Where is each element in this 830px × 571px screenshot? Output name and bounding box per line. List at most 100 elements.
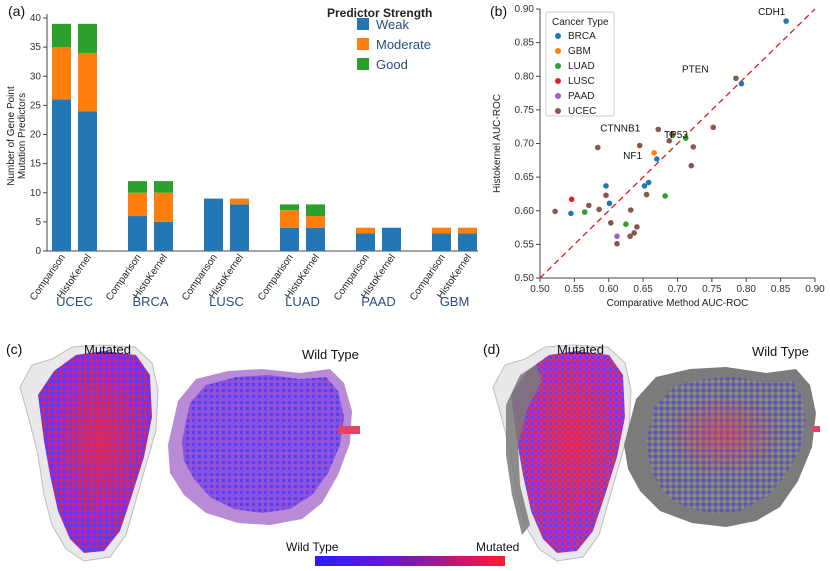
point-ucec <box>627 233 633 240</box>
y-tick-label: 15 <box>30 159 42 170</box>
x-tick-label: 0.85 <box>771 284 791 295</box>
bar-good <box>306 204 325 217</box>
annotation-cdh1: CDH1 <box>758 7 786 18</box>
legend-marker-lusc <box>555 78 561 84</box>
legend-box <box>545 11 615 117</box>
scatter-chart-auc-roc: 0.50 0.55 0.60 0.65 0.70 0.75 0.80 0.85 0.90 0.50… <box>492 4 825 309</box>
bar-weak <box>52 99 71 251</box>
group-label: LUAD <box>285 294 320 309</box>
bar-weak <box>306 227 325 251</box>
bar-good <box>128 181 147 193</box>
point-ucec <box>596 206 602 213</box>
legend-swatch-weak <box>357 18 369 30</box>
y-tick-label: 0.55 <box>515 239 535 250</box>
y-axis-label-line1: Number of Gene Point <box>6 86 17 186</box>
bar-weak <box>280 227 299 251</box>
bar-weak <box>154 221 173 251</box>
point-lusc <box>568 196 575 203</box>
annotation-pten: PTEN <box>682 64 709 75</box>
x-tick-label: 0.70 <box>668 284 688 295</box>
bar-weak <box>128 216 147 251</box>
legend-marker-brca <box>555 33 561 39</box>
point-brca <box>654 156 660 162</box>
point-ucec <box>552 208 558 215</box>
legend-label-moderate: Moderate <box>376 37 431 52</box>
legend-label-ucec: UCEC <box>568 106 596 117</box>
panel-label-a: (a) <box>8 3 26 19</box>
y-tick-label: 5 <box>35 217 41 228</box>
bar-weak <box>382 227 401 251</box>
group-label: GBM <box>440 294 470 309</box>
point-luad <box>682 135 689 141</box>
legend-label-good: Good <box>376 57 408 72</box>
legend-label-paad: PAAD <box>568 91 595 102</box>
x-axis-label: Comparative Method AUC-ROC <box>607 298 749 309</box>
y-axis-label-line2: Mutation Predictors <box>17 93 28 179</box>
slide-d-mutated <box>492 344 632 562</box>
annotation-nf1: NF1 <box>623 151 642 162</box>
bar-chart-predictor-strength: 0 5 10 15 20 25 30 35 40 Number of Gene Point Muta… <box>6 6 478 309</box>
panel-label-c: (c) <box>6 341 23 357</box>
panel-label-d: (d) <box>483 341 501 357</box>
legend-swatch-good <box>357 58 369 70</box>
colorbar-left-label: Wild Type <box>286 540 339 554</box>
point-ucec <box>733 75 739 82</box>
legend-label-luad: LUAD <box>568 61 595 72</box>
bar-moderate <box>458 227 477 234</box>
legend-label-gbm: GBM <box>568 46 591 57</box>
group-label: BRCA <box>132 294 168 309</box>
bar-good <box>78 23 97 53</box>
x-tick-label: 0.75 <box>702 284 722 295</box>
colorbar <box>315 556 505 566</box>
point-brca <box>645 179 652 186</box>
bar-moderate <box>306 216 325 228</box>
panel-label-b: (b) <box>490 3 508 19</box>
bar-weak <box>432 233 451 251</box>
annotation-tp53: TP53 <box>664 130 688 141</box>
point-ucec <box>586 202 592 209</box>
y-tick-label: 0.60 <box>515 206 535 217</box>
x-tick-label: 0.80 <box>737 284 757 295</box>
point-luad <box>581 209 588 215</box>
x-tick-label: 0.90 <box>805 284 825 295</box>
point-paad <box>614 233 620 240</box>
bar-moderate <box>154 192 173 222</box>
point-brca <box>603 183 609 189</box>
point-ucec <box>688 162 695 169</box>
legend-title: Predictor Strength <box>327 6 432 20</box>
legend-title: Cancer Type <box>552 17 609 28</box>
y-tick-label: 40 <box>30 13 42 24</box>
point-brca <box>641 183 648 189</box>
x-tick-label: 0.55 <box>565 284 585 295</box>
bar-weak <box>78 111 97 251</box>
point-ucec <box>690 144 697 150</box>
point-ucec <box>643 191 650 198</box>
bar-good <box>280 204 299 211</box>
point-gbm <box>651 150 657 156</box>
colorbar-right-label: Mutated <box>476 540 520 554</box>
slide-c-wild-title: Wild Type <box>302 347 359 362</box>
legend-label-weak: Weak <box>376 17 409 32</box>
slide-d-mutated-title: Mutated <box>557 342 604 357</box>
bar-good <box>154 181 173 193</box>
point-ucec <box>614 240 620 247</box>
y-tick-label: 30 <box>30 71 42 82</box>
bar-moderate <box>78 52 97 112</box>
y-tick-label: 0.90 <box>515 4 535 15</box>
identity-line <box>539 8 816 279</box>
y-axis-label: Number of Gene Point Mutation Predictors <box>6 86 28 186</box>
point-ucec <box>669 131 675 137</box>
slide-c-mutated-title: Mutated <box>84 342 131 357</box>
point-luad <box>623 221 629 227</box>
y-tick-label: 0.75 <box>515 105 535 116</box>
bar-moderate <box>356 227 375 234</box>
point-ucec <box>710 124 717 131</box>
bar-moderate <box>280 210 299 228</box>
bar-good <box>52 23 71 48</box>
y-tick-label: 0.65 <box>515 172 535 183</box>
bar-moderate <box>52 47 71 100</box>
point-brca <box>568 210 574 217</box>
bar-moderate <box>432 227 451 234</box>
point-brca <box>606 200 613 207</box>
annotation-ctnnb1: CTNNB1 <box>600 123 640 134</box>
